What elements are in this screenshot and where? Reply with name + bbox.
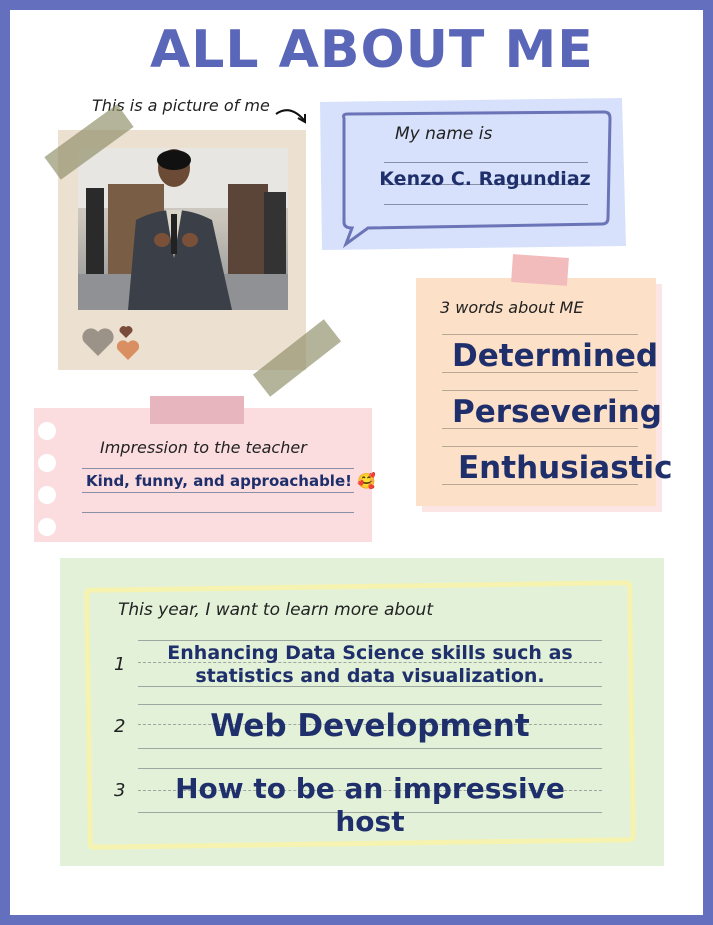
writing-line xyxy=(442,446,638,447)
learn-item: Web Development xyxy=(210,708,530,744)
writing-line xyxy=(442,372,638,373)
word-item: Enthusiastic xyxy=(458,450,673,486)
name-label: My name is xyxy=(395,124,493,144)
words-label: 3 words about ME xyxy=(440,298,584,317)
impression-label: Impression to the teacher xyxy=(100,438,307,457)
learn-card xyxy=(60,558,664,866)
binder-hole xyxy=(38,486,56,504)
word-item: Determined xyxy=(452,338,659,374)
writing-line xyxy=(82,512,354,513)
tape-strip xyxy=(150,396,244,424)
writing-line xyxy=(138,790,602,791)
hearts-icon xyxy=(82,326,140,360)
writing-line xyxy=(82,468,354,469)
impression-card xyxy=(34,408,372,542)
writing-line xyxy=(82,492,354,493)
writing-line xyxy=(384,184,588,185)
item-number: 1 xyxy=(114,654,126,675)
writing-line xyxy=(138,768,602,769)
item-number: 2 xyxy=(114,716,126,737)
writing-line xyxy=(442,484,638,485)
impression-value: Kind, funny, and approachable! 🥰 xyxy=(86,472,376,490)
page-title: ALL ABOUT ME xyxy=(150,20,594,80)
binder-hole xyxy=(38,422,56,440)
learn-item: How to be an impressive host xyxy=(175,772,565,838)
writing-line xyxy=(138,724,602,725)
writing-line xyxy=(442,334,638,335)
writing-line xyxy=(442,428,638,429)
photo-polaroid xyxy=(58,130,306,370)
writing-line xyxy=(384,162,588,163)
writing-line xyxy=(138,748,602,749)
writing-line xyxy=(138,686,602,687)
words-card xyxy=(416,278,656,506)
binder-hole xyxy=(38,454,56,472)
tape-strip xyxy=(511,254,569,286)
name-value: Kenzo C. Ragundiaz xyxy=(379,168,591,190)
writing-line xyxy=(138,662,602,663)
learn-label: This year, I want to learn more about xyxy=(118,600,433,620)
picture-label: This is a picture of me xyxy=(92,96,270,115)
writing-line xyxy=(138,704,602,705)
word-item: Persevering xyxy=(452,394,662,430)
writing-line xyxy=(138,640,602,641)
writing-line xyxy=(384,204,588,205)
name-speech-bubble xyxy=(320,98,626,250)
profile-photo xyxy=(78,148,288,310)
curved-arrow-icon xyxy=(275,109,306,124)
binder-hole xyxy=(38,518,56,536)
writing-line xyxy=(138,812,602,813)
writing-line xyxy=(442,390,638,391)
learn-item: Enhancing Data Science skills such as st… xyxy=(167,642,573,687)
item-number: 3 xyxy=(114,780,126,801)
